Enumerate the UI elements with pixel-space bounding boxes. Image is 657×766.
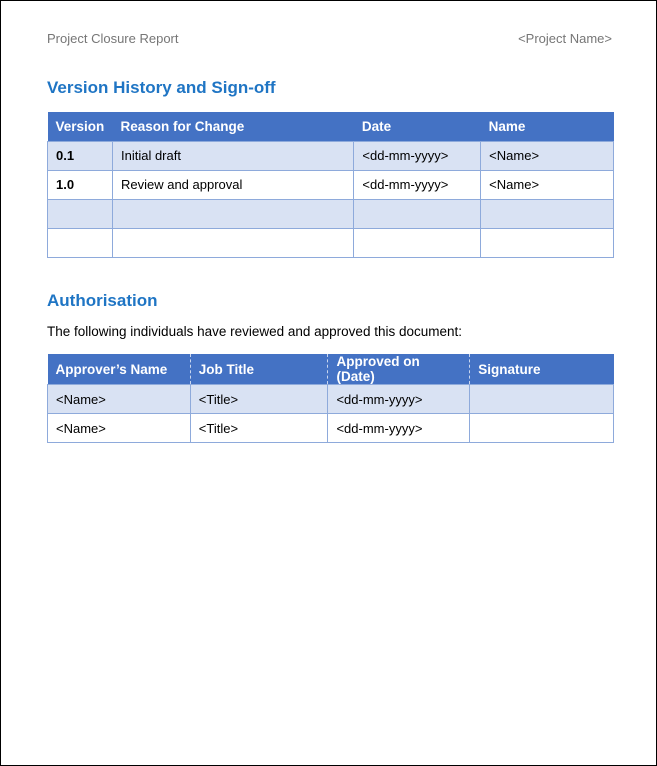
cell-version[interactable] bbox=[47, 227, 113, 258]
authorisation-table: Approver’s Name Job Title Approved on (D… bbox=[47, 354, 614, 443]
column-header: Date bbox=[353, 112, 481, 141]
cell-date[interactable]: <dd-mm-yyyy> bbox=[353, 169, 482, 200]
cell-date[interactable] bbox=[353, 198, 482, 229]
authorisation-heading: Authorisation bbox=[47, 291, 158, 310]
column-header: Signature bbox=[469, 354, 614, 385]
table-row bbox=[47, 198, 614, 229]
cell-reason[interactable]: Initial draft bbox=[111, 140, 355, 171]
table-row bbox=[47, 227, 614, 258]
column-header: Reason for Change bbox=[112, 112, 354, 141]
table-header-row: Approver’s Name Job Title Approved on (D… bbox=[47, 354, 614, 385]
cell-name[interactable] bbox=[480, 227, 614, 258]
cell-approver-name[interactable]: <Name> bbox=[47, 384, 191, 414]
cell-date[interactable]: <dd-mm-yyyy> bbox=[353, 140, 482, 171]
column-header: Approver’s Name bbox=[47, 354, 191, 385]
cell-version[interactable] bbox=[47, 198, 113, 229]
cell-name[interactable]: <Name> bbox=[480, 169, 614, 200]
cell-job-title[interactable]: <Title> bbox=[189, 413, 329, 443]
column-header: Name bbox=[480, 112, 614, 141]
cell-version[interactable]: 1.0 bbox=[47, 169, 113, 200]
cell-approved-date[interactable]: <dd-mm-yyyy> bbox=[327, 384, 471, 414]
cell-reason[interactable]: Review and approval bbox=[111, 169, 355, 200]
table-row: <Name> <Title> <dd-mm-yyyy> bbox=[47, 413, 614, 443]
table-row: 1.0 Review and approval <dd-mm-yyyy> <Name> bbox=[47, 169, 614, 200]
cell-name[interactable]: <Name> bbox=[480, 140, 614, 171]
authorisation-intro: The following individuals have reviewed … bbox=[47, 324, 462, 339]
document-title-header: Project Closure Report bbox=[47, 31, 179, 46]
cell-name[interactable] bbox=[480, 198, 614, 229]
cell-signature[interactable] bbox=[469, 413, 614, 443]
cell-approver-name[interactable]: <Name> bbox=[47, 413, 191, 443]
version-history-table: Version Reason for Change Date Name 0.1 I… bbox=[47, 112, 614, 258]
cell-reason[interactable] bbox=[111, 198, 355, 229]
cell-approved-date[interactable]: <dd-mm-yyyy> bbox=[327, 413, 471, 443]
project-name-header: <Project Name> bbox=[518, 31, 612, 46]
cell-reason[interactable] bbox=[111, 227, 355, 258]
cell-signature[interactable] bbox=[469, 384, 614, 414]
table-row: 0.1 Initial draft <dd-mm-yyyy> <Name> bbox=[47, 140, 614, 171]
cell-version[interactable]: 0.1 bbox=[47, 140, 113, 171]
cell-job-title[interactable]: <Title> bbox=[189, 384, 329, 414]
cell-date[interactable] bbox=[353, 227, 482, 258]
table-header-row: Version Reason for Change Date Name bbox=[47, 112, 614, 141]
column-header: Job Title bbox=[189, 354, 328, 385]
column-header: Version bbox=[47, 112, 113, 141]
table-row: <Name> <Title> <dd-mm-yyyy> bbox=[47, 384, 614, 414]
version-history-heading: Version History and Sign-off bbox=[47, 78, 276, 97]
column-header: Approved on (Date) bbox=[327, 354, 470, 385]
